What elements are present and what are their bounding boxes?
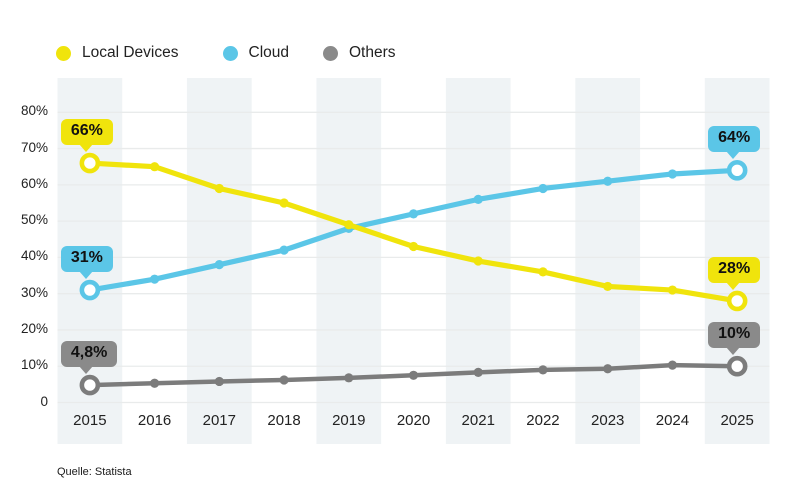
data-point-local-devices-2022 [538, 267, 548, 277]
legend-label-others: Others [349, 44, 396, 61]
callout-value: 64% [718, 129, 751, 147]
background-stripe-2019 [316, 78, 382, 444]
y-tick-label: 50% [20, 212, 48, 228]
callout-tail [726, 281, 741, 290]
legend-dot-cloud-icon [222, 45, 238, 61]
x-tick-label-2015: 2015 [73, 412, 107, 429]
data-point-others-2023 [603, 364, 613, 374]
legend: Local Devices Cloud Others [56, 44, 396, 62]
x-tick-label-2019: 2019 [332, 412, 366, 429]
callout-cloud-2015: 31% [60, 246, 113, 280]
callout-value: 28% [718, 259, 751, 277]
data-point-others-2020 [408, 370, 419, 380]
legend-label-cloud: Cloud [248, 44, 290, 61]
callout-local-devices-2015: 66% [60, 119, 113, 153]
x-tick-label-2016: 2016 [137, 412, 172, 429]
x-tick-label-2023: 2023 [591, 412, 625, 429]
callout-local-devices-2025: 28% [708, 256, 761, 290]
y-tick-label: 60% [20, 175, 48, 191]
data-point-others-2016 [149, 378, 160, 388]
endpoint-ring-others-2015 [79, 374, 101, 396]
callout-value: 10% [718, 325, 751, 343]
data-point-others-2019 [344, 373, 354, 383]
x-tick-label-2017: 2017 [202, 412, 236, 429]
y-tick-label: 30% [20, 284, 48, 300]
x-tick-label-2021: 2021 [461, 412, 495, 429]
data-point-local-devices-2016 [149, 162, 160, 172]
endpoint-ring-cloud-2015 [79, 279, 101, 301]
data-point-cloud-2016 [149, 274, 160, 284]
endpoint-ring-others-2025 [726, 355, 748, 377]
source-note: Quelle: Statista [57, 466, 132, 478]
legend-item-cloud: Cloud [222, 44, 290, 62]
data-point-cloud-2024 [667, 169, 678, 179]
data-point-cloud-2017 [214, 260, 224, 270]
callout-others-2015: 4,8% [60, 341, 118, 375]
legend-item-local-devices: Local Devices [56, 44, 179, 62]
callout-value: 31% [70, 249, 103, 267]
data-point-cloud-2021 [473, 194, 483, 204]
data-point-local-devices-2020 [408, 241, 419, 252]
data-point-others-2022 [538, 365, 548, 375]
y-tick-label: 80% [20, 103, 48, 119]
callout-others-2025: 10% [708, 322, 761, 356]
y-tick-label: 20% [20, 320, 48, 336]
endpoint-ring-cloud-2025 [726, 160, 748, 181]
legend-label-local-devices: Local Devices [82, 44, 179, 61]
x-tick-label-2024: 2024 [655, 412, 690, 429]
data-point-others-2017 [214, 376, 224, 387]
data-point-others-2018 [279, 375, 289, 385]
endpoint-ring-local-devices-2025 [726, 290, 748, 312]
data-point-local-devices-2021 [473, 256, 483, 266]
data-point-others-2021 [473, 367, 483, 377]
callout-value: 66% [70, 122, 103, 140]
y-tick-label: 40% [20, 248, 48, 264]
endpoint-ring-local-devices-2015 [79, 152, 101, 174]
callout-cloud-2025: 64% [708, 126, 761, 160]
y-tick-label: 0 [40, 393, 48, 409]
y-tick-label: 70% [20, 139, 48, 155]
x-tick-label-2025: 2025 [720, 412, 754, 429]
x-tick-label-2020: 2020 [396, 412, 431, 429]
data-point-local-devices-2023 [603, 281, 613, 292]
data-point-local-devices-2024 [667, 285, 678, 295]
data-point-cloud-2023 [603, 176, 613, 186]
legend-item-others: Others [323, 44, 396, 62]
legend-dot-local-devices-icon [56, 45, 71, 61]
data-point-cloud-2018 [279, 245, 289, 255]
callout-tail [78, 144, 93, 153]
y-tick-label: 10% [20, 357, 48, 373]
data-point-others-2024 [667, 360, 678, 370]
data-point-local-devices-2019 [344, 220, 354, 230]
data-point-cloud-2020 [408, 209, 419, 219]
callout-tail [726, 347, 741, 356]
data-point-local-devices-2017 [214, 183, 224, 194]
data-point-cloud-2022 [538, 183, 548, 194]
x-tick-label-2022: 2022 [526, 412, 560, 429]
x-tick-label-2018: 2018 [267, 412, 301, 429]
legend-dot-others-icon [323, 45, 338, 61]
background-stripe-2023 [575, 78, 641, 444]
callout-tail [78, 271, 93, 280]
callout-tail [726, 151, 741, 160]
data-point-local-devices-2018 [279, 198, 289, 208]
callout-tail [78, 366, 93, 375]
callout-value: 4,8% [70, 344, 108, 362]
